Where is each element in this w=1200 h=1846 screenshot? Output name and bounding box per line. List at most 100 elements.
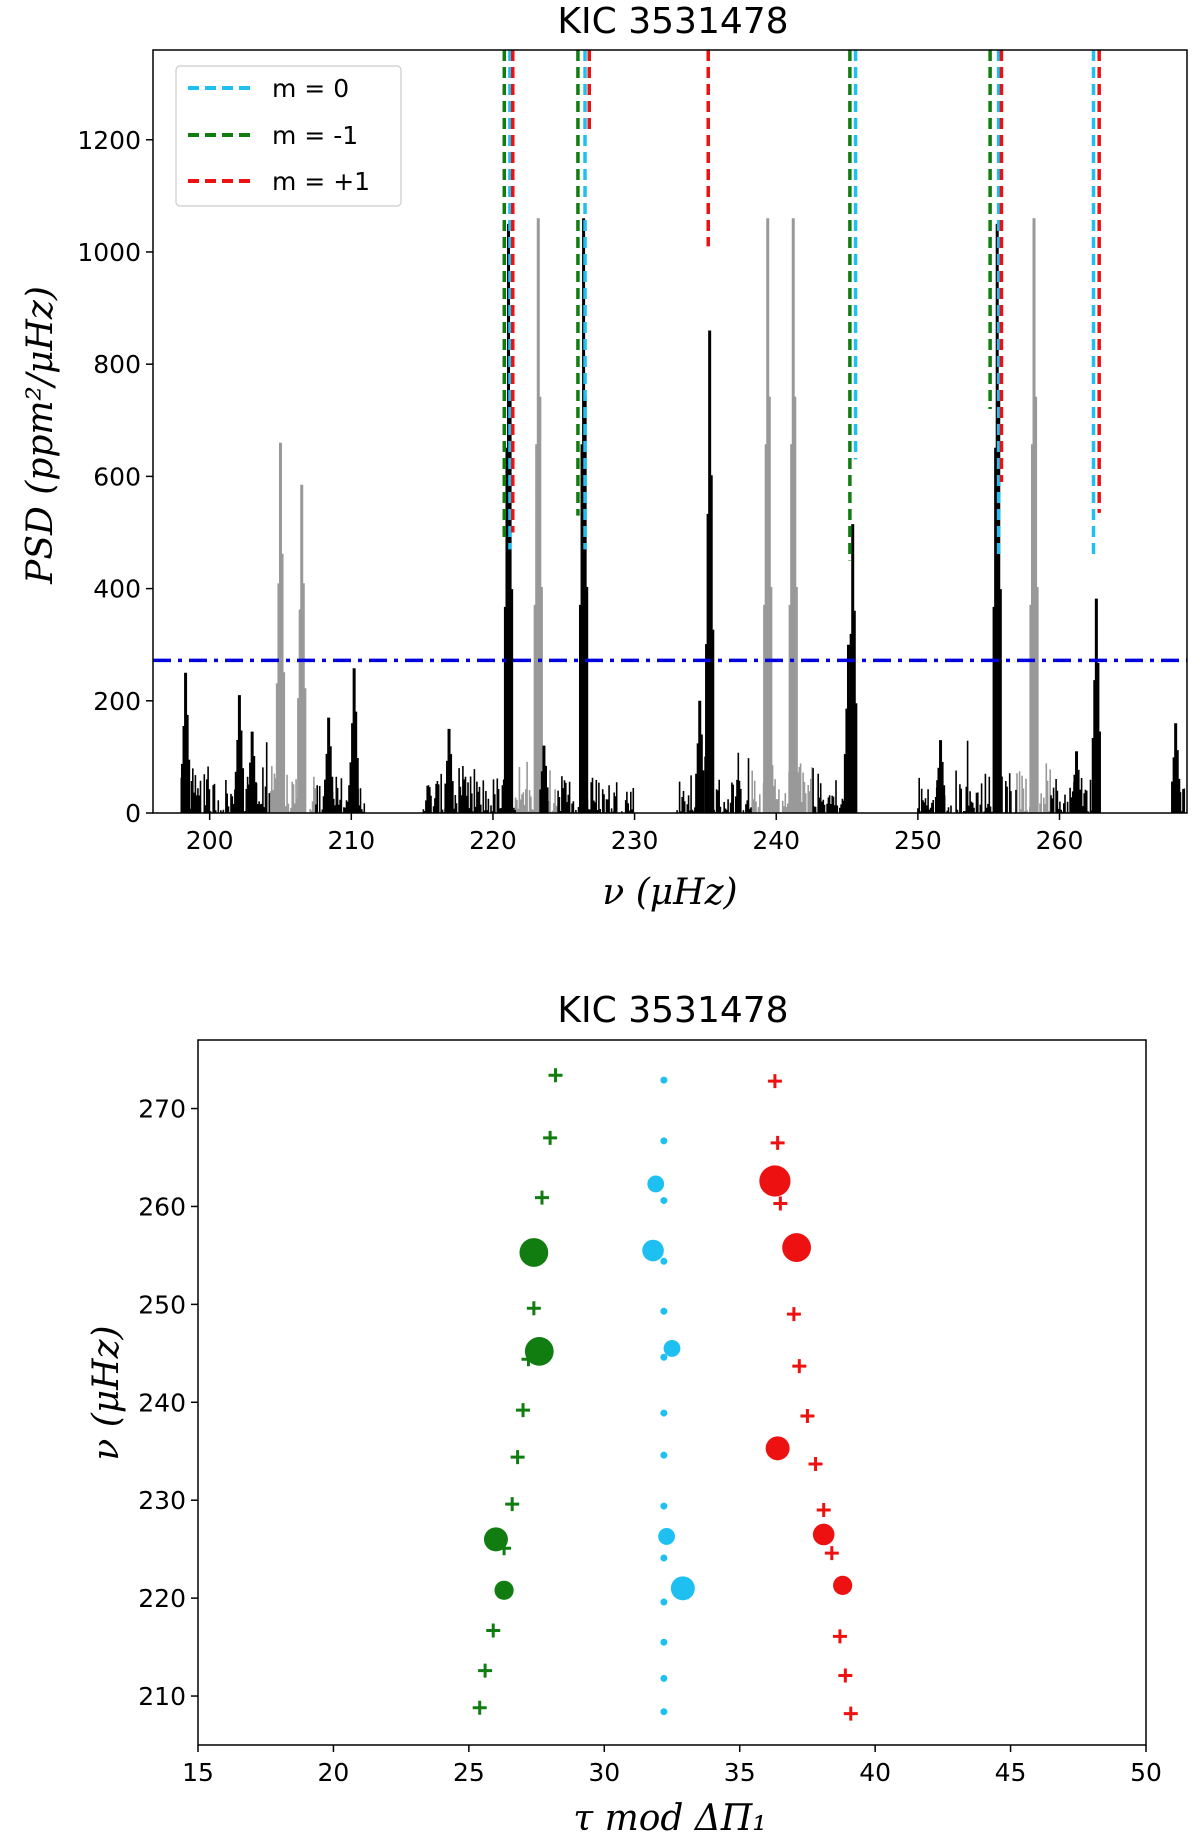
echelle-x-axis-label: τ mod ΔΠ₁ [573, 1798, 766, 1839]
model-plus-marker [548, 1068, 563, 1083]
echelle-y-tick-label: 240 [138, 1388, 186, 1417]
echelle-chart: KIC 3531478 15 20 25 30 35 40 45 50 210 220 230 24… [86, 990, 1162, 1839]
model-plus-marker [770, 1135, 785, 1150]
echelle-x-tick-label: 25 [453, 1758, 485, 1787]
echelle-x-tick-label: 30 [588, 1758, 620, 1787]
model-plus-marker [526, 1301, 541, 1316]
echelle-x-tick-label: 50 [1130, 1758, 1162, 1787]
echelle-y-tick-label: 220 [138, 1584, 186, 1613]
model-plus-marker [534, 1190, 549, 1205]
psd-x-ticks: 200 210 220 230 240 250 260 [186, 813, 1084, 855]
model-plus-marker [824, 1546, 839, 1561]
echelle-chart-title: KIC 3531478 [557, 990, 788, 1031]
model-plus-marker [786, 1307, 801, 1322]
model-plus-marker [767, 1074, 782, 1089]
legend-label-m-minus1: m = -1 [272, 121, 358, 150]
model-dot-marker [660, 1451, 668, 1459]
echelle-y-tick-label: 270 [138, 1095, 186, 1124]
echelle-x-tick-label: 45 [995, 1758, 1027, 1787]
model-plus-marker [838, 1668, 853, 1683]
observed-mode-marker [519, 1238, 549, 1267]
model-plus-marker [510, 1450, 525, 1465]
gray-spectrum [269, 218, 1051, 813]
psd-y-tick-label: 1200 [77, 126, 141, 155]
echelle-x-tick-label: 35 [724, 1758, 756, 1787]
echelle-y-tick-label: 230 [138, 1486, 186, 1515]
legend: m = 0 m = -1 m = +1 [175, 65, 402, 207]
legend-label-m-plus1: m = +1 [272, 167, 370, 196]
psd-x-tick-label: 250 [894, 826, 942, 855]
echelle-plot-frame [197, 1039, 1147, 1746]
psd-chart-title: KIC 3531478 [557, 1, 788, 42]
psd-chart: KIC 3531478 200 210 220 230 240 250 260 0 200 40… [20, 1, 1188, 913]
psd-y-tick-label: 800 [93, 350, 141, 379]
model-plus-marker [816, 1503, 831, 1517]
echelle-y-ticks: 210 220 230 240 250 260 270 [138, 1095, 198, 1711]
spectrum-noise [751, 763, 813, 813]
model-plus-marker [773, 1196, 788, 1211]
model-plus-marker [486, 1623, 501, 1638]
model-dot-marker [660, 1638, 668, 1646]
psd-y-tick-label: 600 [93, 462, 141, 491]
observed-mode-marker [833, 1575, 853, 1595]
psd-x-tick-label: 240 [752, 826, 800, 855]
psd-y-tick-label: 0 [125, 799, 141, 828]
model-dot-marker [660, 1257, 668, 1265]
echelle-x-tick-label: 15 [182, 1758, 214, 1787]
psd-x-tick-label: 230 [611, 826, 659, 855]
observed-mode-marker [759, 1165, 791, 1197]
psd-x-axis-label: ν (μHz) [602, 872, 737, 913]
psd-x-tick-label: 220 [469, 826, 517, 855]
observed-mode-marker [782, 1233, 811, 1262]
observed-mode-marker [663, 1340, 681, 1357]
echelle-y-tick-label: 260 [138, 1192, 186, 1221]
psd-y-tick-label: 1000 [77, 238, 141, 267]
mode-lines [502, 50, 1101, 561]
model-plus-marker [472, 1700, 487, 1715]
echelle-y-tick-label: 250 [138, 1290, 186, 1319]
observed-mode-marker [642, 1239, 664, 1262]
echelle-x-tick-label: 20 [318, 1758, 350, 1787]
model-plus-marker [505, 1497, 520, 1512]
echelle-y-axis-label: ν (μHz) [86, 1325, 127, 1460]
model-dot-marker [660, 1502, 668, 1510]
model-dot-marker [660, 1708, 668, 1716]
observed-mode-marker [812, 1523, 835, 1546]
model-plus-marker [843, 1706, 858, 1721]
model-plus-marker [792, 1359, 807, 1374]
observed-mode-marker [524, 1336, 554, 1366]
psd-x-tick-label: 210 [327, 826, 375, 855]
model-dot-marker [660, 1076, 668, 1084]
model-dot-marker [660, 1409, 668, 1417]
spectrum-noise [422, 766, 516, 813]
observed-mode-marker [670, 1576, 695, 1601]
model-plus-marker [516, 1403, 531, 1418]
observed-mode-marker [647, 1175, 665, 1193]
model-dot-marker [660, 1197, 668, 1205]
spectrum-noise [557, 776, 571, 813]
model-dot-marker [660, 1598, 668, 1606]
legend-box [175, 65, 402, 207]
psd-y-tick-label: 400 [93, 575, 141, 604]
model-dot-marker [660, 1307, 668, 1315]
observed-mode-marker [483, 1527, 508, 1552]
echelle-x-tick-label: 40 [859, 1758, 891, 1787]
echelle-points [472, 1068, 858, 1721]
model-dot-marker [660, 1674, 668, 1682]
psd-y-tick-label: 200 [93, 687, 141, 716]
echelle-y-tick-label: 210 [138, 1682, 186, 1711]
observed-mode-marker [658, 1528, 675, 1545]
observed-mode-marker [494, 1580, 514, 1600]
black-spectrum [180, 218, 1186, 813]
legend-label-m0: m = 0 [272, 74, 349, 103]
psd-x-tick-label: 260 [1036, 826, 1084, 855]
echelle-x-ticks: 15 20 25 30 35 40 45 50 [182, 1745, 1162, 1787]
model-plus-marker [478, 1663, 493, 1678]
observed-mode-marker [765, 1436, 790, 1461]
model-dot-marker [660, 1554, 668, 1562]
model-plus-marker [800, 1409, 815, 1423]
psd-plot-frame [152, 49, 1188, 814]
model-plus-marker [808, 1456, 823, 1471]
psd-y-axis-label: PSD (ppm²/μHz) [20, 286, 61, 585]
